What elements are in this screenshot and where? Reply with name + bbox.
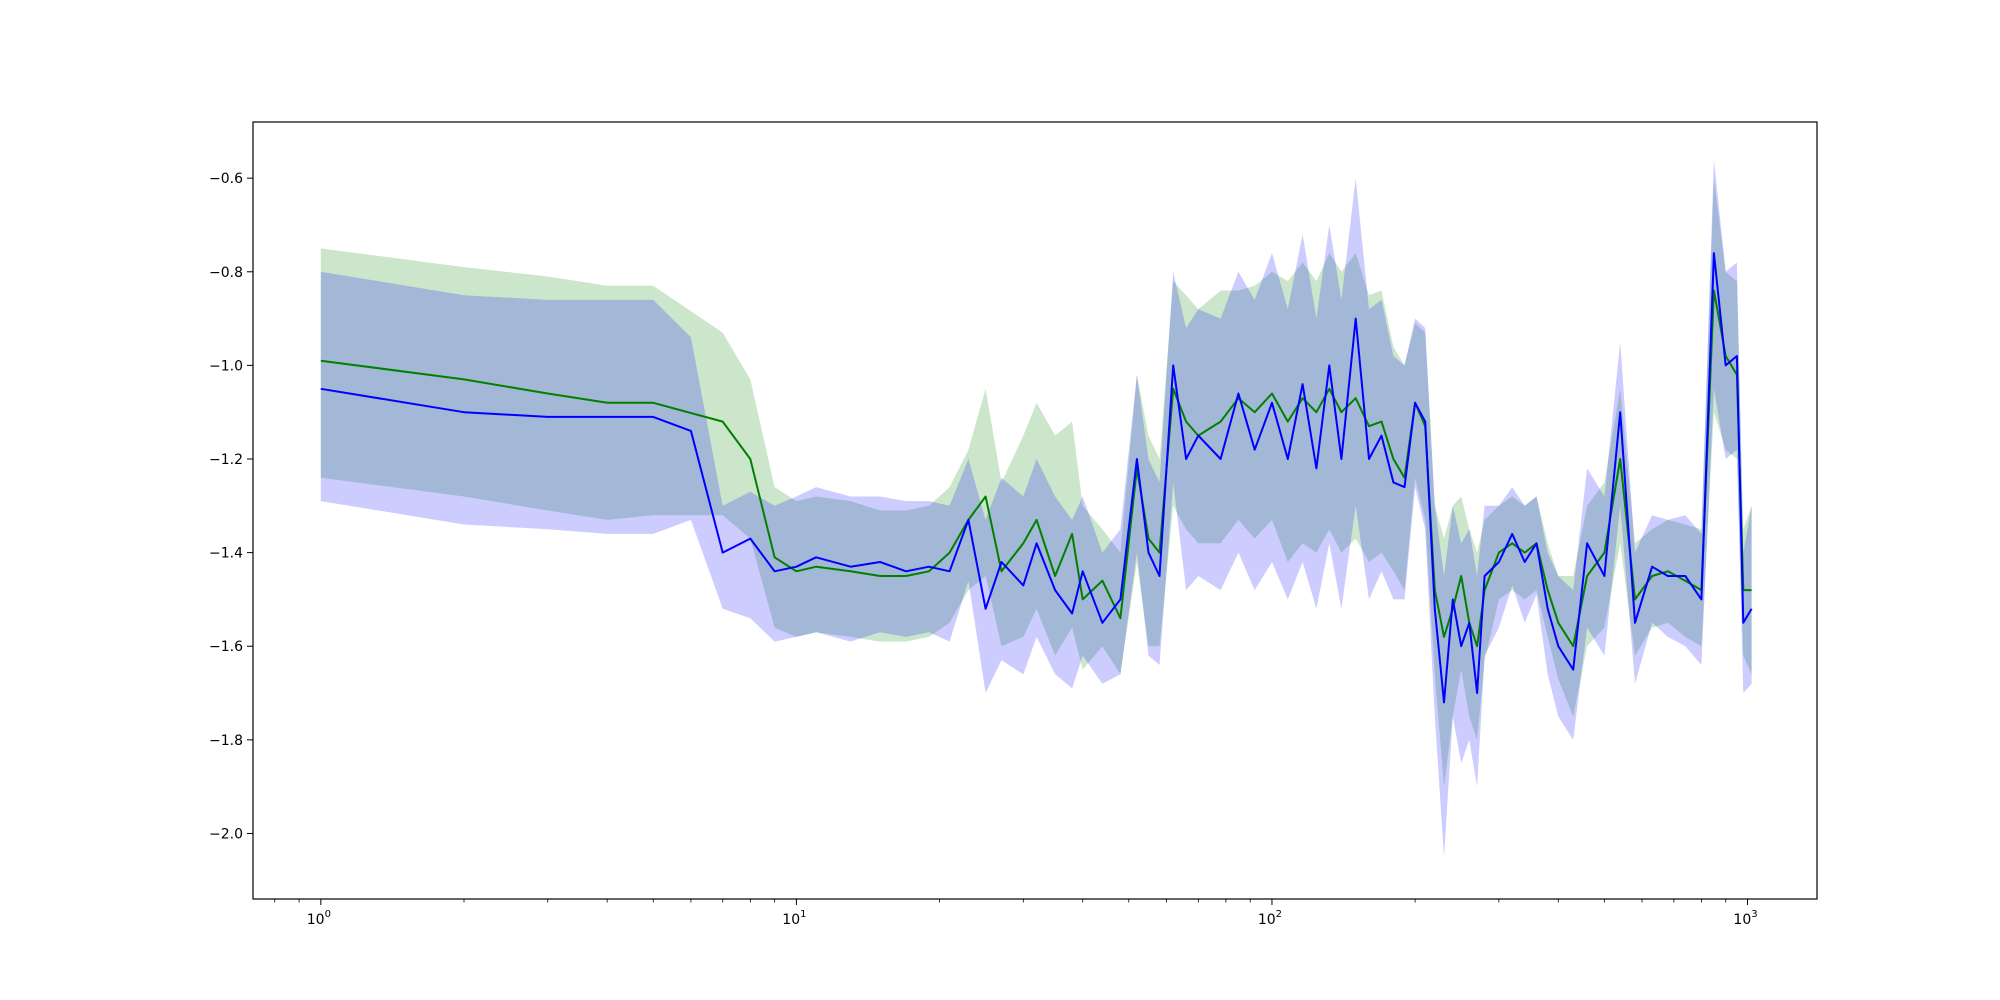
y-tick-label: −0.8 bbox=[209, 265, 243, 281]
series-lines bbox=[320, 252, 1753, 704]
confidence-bands bbox=[320, 159, 1752, 857]
series-1-line bbox=[320, 289, 1752, 648]
y-tick-label: −1.0 bbox=[209, 358, 243, 374]
plot-frame bbox=[252, 121, 1818, 900]
y-tick-label: −0.6 bbox=[209, 171, 243, 187]
y-axis: −0.6 −0.8 −1.0 −1.2 −1.4 −1.6 −1.8 −2.0 bbox=[209, 171, 253, 842]
series-1-band bbox=[320, 178, 1752, 787]
series-2-band bbox=[320, 159, 1752, 857]
y-tick-label: −2.0 bbox=[209, 826, 243, 842]
y-tick-label: −1.4 bbox=[209, 546, 243, 562]
y-tick-label: −1.2 bbox=[209, 452, 243, 468]
y-tick-label: −1.6 bbox=[209, 639, 243, 655]
series-2-line bbox=[320, 252, 1753, 704]
y-tick-label: −1.8 bbox=[209, 733, 243, 749]
